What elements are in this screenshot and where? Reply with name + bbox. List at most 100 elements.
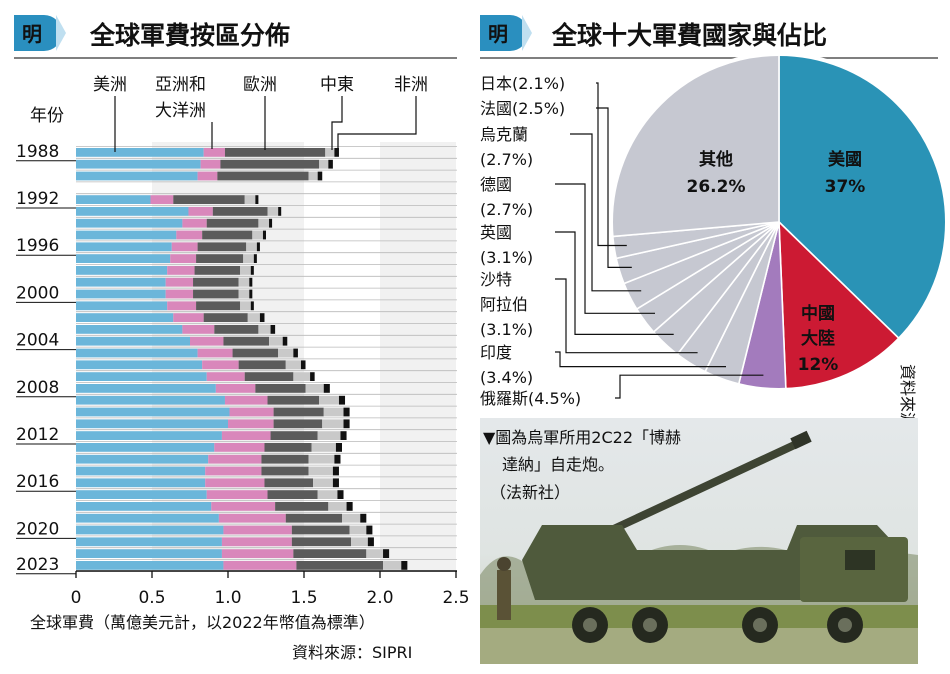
bar-segment-2005-0	[76, 348, 198, 358]
bar-segment-2022-1	[221, 549, 294, 558]
pie-side-label-9: 日本(2.1%)	[480, 74, 565, 93]
pie-label-china: 中國	[801, 303, 835, 324]
bar-segment-2017-4	[337, 490, 344, 499]
bar-segment-2018-1	[211, 502, 276, 511]
bar-row-2005	[76, 348, 298, 358]
bar-segment-2010-1	[229, 407, 274, 417]
bar-segment-2007-1	[206, 372, 245, 381]
bar-segment-2023-1	[223, 561, 297, 570]
pie-side-label-2: 俄羅斯(4.5%)	[480, 389, 581, 408]
y-axis-label: 年份	[30, 106, 64, 126]
bar-segment-2011-2	[273, 419, 323, 429]
bar-segment-1992-3	[244, 195, 256, 204]
bar-segment-2019-0	[76, 513, 219, 523]
bar-segment-1989-1	[200, 159, 221, 169]
pie-side-text: (2.7%)	[480, 150, 533, 169]
bar-segment-2006-2	[238, 360, 286, 370]
year-label: 2000	[16, 283, 59, 303]
bar-segment-2009-4	[338, 395, 346, 405]
bar-segment-1997-1	[170, 254, 197, 263]
legend-americas: 美洲	[93, 75, 127, 95]
bar-segment-2017-0	[76, 490, 207, 499]
bar-segment-2016-4	[332, 478, 339, 488]
bar-segment-1995-2	[202, 230, 253, 240]
bar-segment-2018-4	[346, 502, 353, 511]
bar-row-2017	[76, 490, 344, 499]
bar-segment-1990-0	[76, 171, 198, 181]
bar-segment-1992-1	[150, 195, 174, 204]
bar-segment-2021-1	[221, 537, 292, 547]
bar-row-1998	[76, 266, 254, 275]
bar-row-2008	[76, 384, 330, 393]
bar-segment-2013-2	[264, 443, 312, 452]
bar-segment-1997-4	[253, 254, 257, 263]
bar-row-2014	[76, 454, 341, 464]
bar-segment-2012-3	[317, 431, 341, 440]
bar-segment-1998-1	[167, 266, 195, 275]
bar-segment-2016-0	[76, 478, 206, 488]
pie-side-text: 英國	[480, 223, 512, 242]
bar-segment-1999-4	[249, 277, 253, 287]
bar-segment-1996-4	[256, 242, 260, 252]
pie-side-text: 印度	[480, 343, 512, 362]
bar-row-2019	[76, 513, 367, 523]
bar-segment-2020-4	[366, 525, 373, 535]
bar-segment-1990-4	[317, 171, 323, 181]
bar-segment-2005-2	[232, 348, 279, 358]
bar-segment-1998-4	[250, 266, 254, 275]
x-tick-label: 0.5	[138, 588, 165, 608]
pie-leader-line-6	[555, 183, 655, 314]
badge-right-icon	[480, 15, 528, 51]
bar-segment-1996-1	[171, 242, 198, 252]
pie-label-china-line2: 大陸	[801, 328, 835, 349]
year-label: 2004	[16, 331, 59, 351]
pie-chart-title: 全球十大軍費國家與佔比	[551, 21, 827, 50]
bar-segment-1992-2	[173, 195, 245, 204]
x-axis-label: 全球軍費（萬億美元計，以2022年幣值為標準）	[30, 613, 375, 632]
bar-segment-2009-2	[267, 395, 320, 405]
bar-row-1994	[76, 218, 273, 228]
bar-segment-2007-3	[293, 372, 311, 381]
bar-segment-2021-3	[351, 537, 368, 547]
bar-segment-1990-1	[197, 171, 218, 181]
x-tick-label: 1.0	[214, 588, 241, 608]
bar-row-2023	[76, 561, 408, 570]
bar-segment-1995-0	[76, 230, 177, 240]
bar-row-1992	[76, 195, 259, 204]
badge-left-icon	[14, 15, 62, 51]
bar-segment-2012-0	[76, 431, 222, 440]
bar-segment-2008-0	[76, 384, 216, 393]
badge-left-text: 明	[22, 22, 42, 46]
bar-segment-1988-0	[76, 148, 204, 157]
pie-leader-line-2	[615, 374, 764, 399]
bar-segment-2014-2	[261, 454, 309, 464]
bar-segment-1989-2	[220, 159, 320, 169]
bar-segment-2011-0	[76, 419, 228, 429]
bar-segment-1993-2	[212, 207, 268, 216]
bar-segment-1990-2	[217, 171, 309, 181]
pie-slices	[609, 52, 949, 392]
pie-side-text: (3.1%)	[480, 248, 533, 267]
bar-segment-2013-0	[76, 443, 215, 452]
year-label: 1992	[16, 189, 59, 209]
bar-row-2012	[76, 431, 347, 440]
bar-segment-2015-0	[76, 466, 206, 476]
x-tick-label: 0	[71, 588, 82, 608]
bar-segment-1999-3	[238, 277, 250, 287]
pie-leader-line-7	[570, 133, 642, 292]
bar-segment-1988-3	[325, 148, 335, 157]
bar-segment-2014-1	[208, 454, 262, 464]
bar-segment-1988-2	[224, 148, 326, 157]
bar-row-1989	[76, 159, 333, 169]
pie-side-label-3: 印度 (3.4%)	[480, 343, 533, 387]
year-label: 1988	[16, 142, 59, 162]
pie-side-label-6: 德國 (2.7%)	[480, 175, 533, 219]
bar-segment-2000-1	[165, 289, 194, 299]
x-tick-label: 2.5	[442, 588, 469, 608]
bar-segment-1999-0	[76, 277, 166, 287]
bar-row-2020	[76, 525, 373, 535]
bar-row-2003	[76, 325, 276, 334]
bar-segment-2003-0	[76, 325, 183, 334]
pie-side-text: 阿拉伯	[480, 295, 528, 314]
